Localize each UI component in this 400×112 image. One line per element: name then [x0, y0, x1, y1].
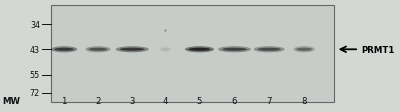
Ellipse shape — [188, 48, 210, 51]
Ellipse shape — [161, 48, 170, 51]
Text: 55: 55 — [30, 71, 40, 80]
Text: 5: 5 — [197, 96, 202, 105]
Ellipse shape — [258, 48, 281, 51]
Text: 2: 2 — [95, 96, 101, 105]
Ellipse shape — [116, 47, 149, 53]
Text: 34: 34 — [30, 21, 40, 30]
Ellipse shape — [218, 47, 251, 53]
Ellipse shape — [54, 48, 74, 51]
Text: 6: 6 — [232, 96, 237, 105]
Ellipse shape — [85, 47, 111, 53]
Ellipse shape — [294, 47, 315, 53]
Ellipse shape — [120, 48, 145, 51]
Text: 3: 3 — [130, 96, 135, 105]
Ellipse shape — [254, 47, 285, 53]
Text: MW: MW — [2, 96, 20, 105]
FancyBboxPatch shape — [50, 6, 334, 102]
Ellipse shape — [222, 48, 247, 51]
Text: 8: 8 — [302, 96, 307, 105]
Text: 4: 4 — [162, 96, 168, 105]
Ellipse shape — [88, 48, 108, 51]
Text: 43: 43 — [30, 45, 40, 54]
Text: 1: 1 — [62, 96, 67, 105]
Ellipse shape — [51, 47, 78, 53]
Text: 72: 72 — [30, 88, 40, 97]
Text: 7: 7 — [266, 96, 272, 105]
Ellipse shape — [185, 47, 214, 53]
Text: PRMT1: PRMT1 — [361, 45, 394, 54]
Ellipse shape — [296, 48, 312, 51]
